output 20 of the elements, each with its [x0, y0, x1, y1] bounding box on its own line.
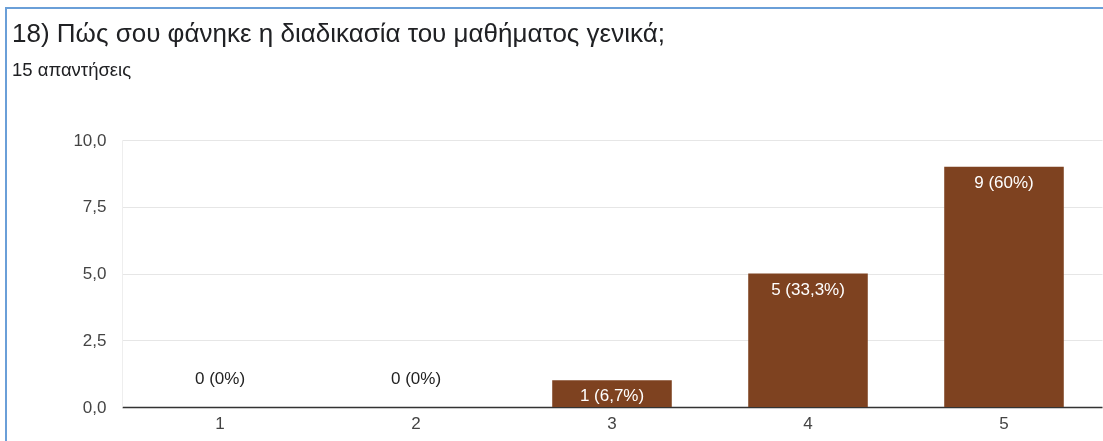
data-label: 1 (6,7%): [579, 386, 645, 406]
y-tick-label: 10,0: [73, 130, 107, 150]
bar: [552, 380, 672, 407]
chart-title: 18) Πώς σου φάνηκε η διαδικασία του μαθήματος γενικά;: [12, 17, 665, 48]
y-tick-label: 7,5: [82, 197, 107, 217]
y-tick-label: 0,0: [82, 397, 107, 417]
x-tick-label: 1: [215, 413, 225, 433]
bar: [944, 166, 1064, 407]
data-label: 0 (0%): [390, 369, 442, 388]
chart-subtitle: 15 απαντήσεις: [12, 58, 132, 80]
bar: [748, 273, 868, 407]
data-label: 0 (0%): [194, 369, 246, 388]
data-label: 9 (60%): [974, 172, 1034, 192]
y-tick-label: 5,0: [82, 264, 107, 283]
x-tick-label: 3: [607, 413, 617, 433]
x-tick-label: 5: [999, 413, 1009, 433]
x-tick-label: 2: [411, 413, 421, 433]
y-tick-label: 2,5: [82, 330, 107, 350]
x-tick-label: 4: [803, 413, 813, 433]
data-label: 5 (33,3%): [771, 279, 845, 299]
